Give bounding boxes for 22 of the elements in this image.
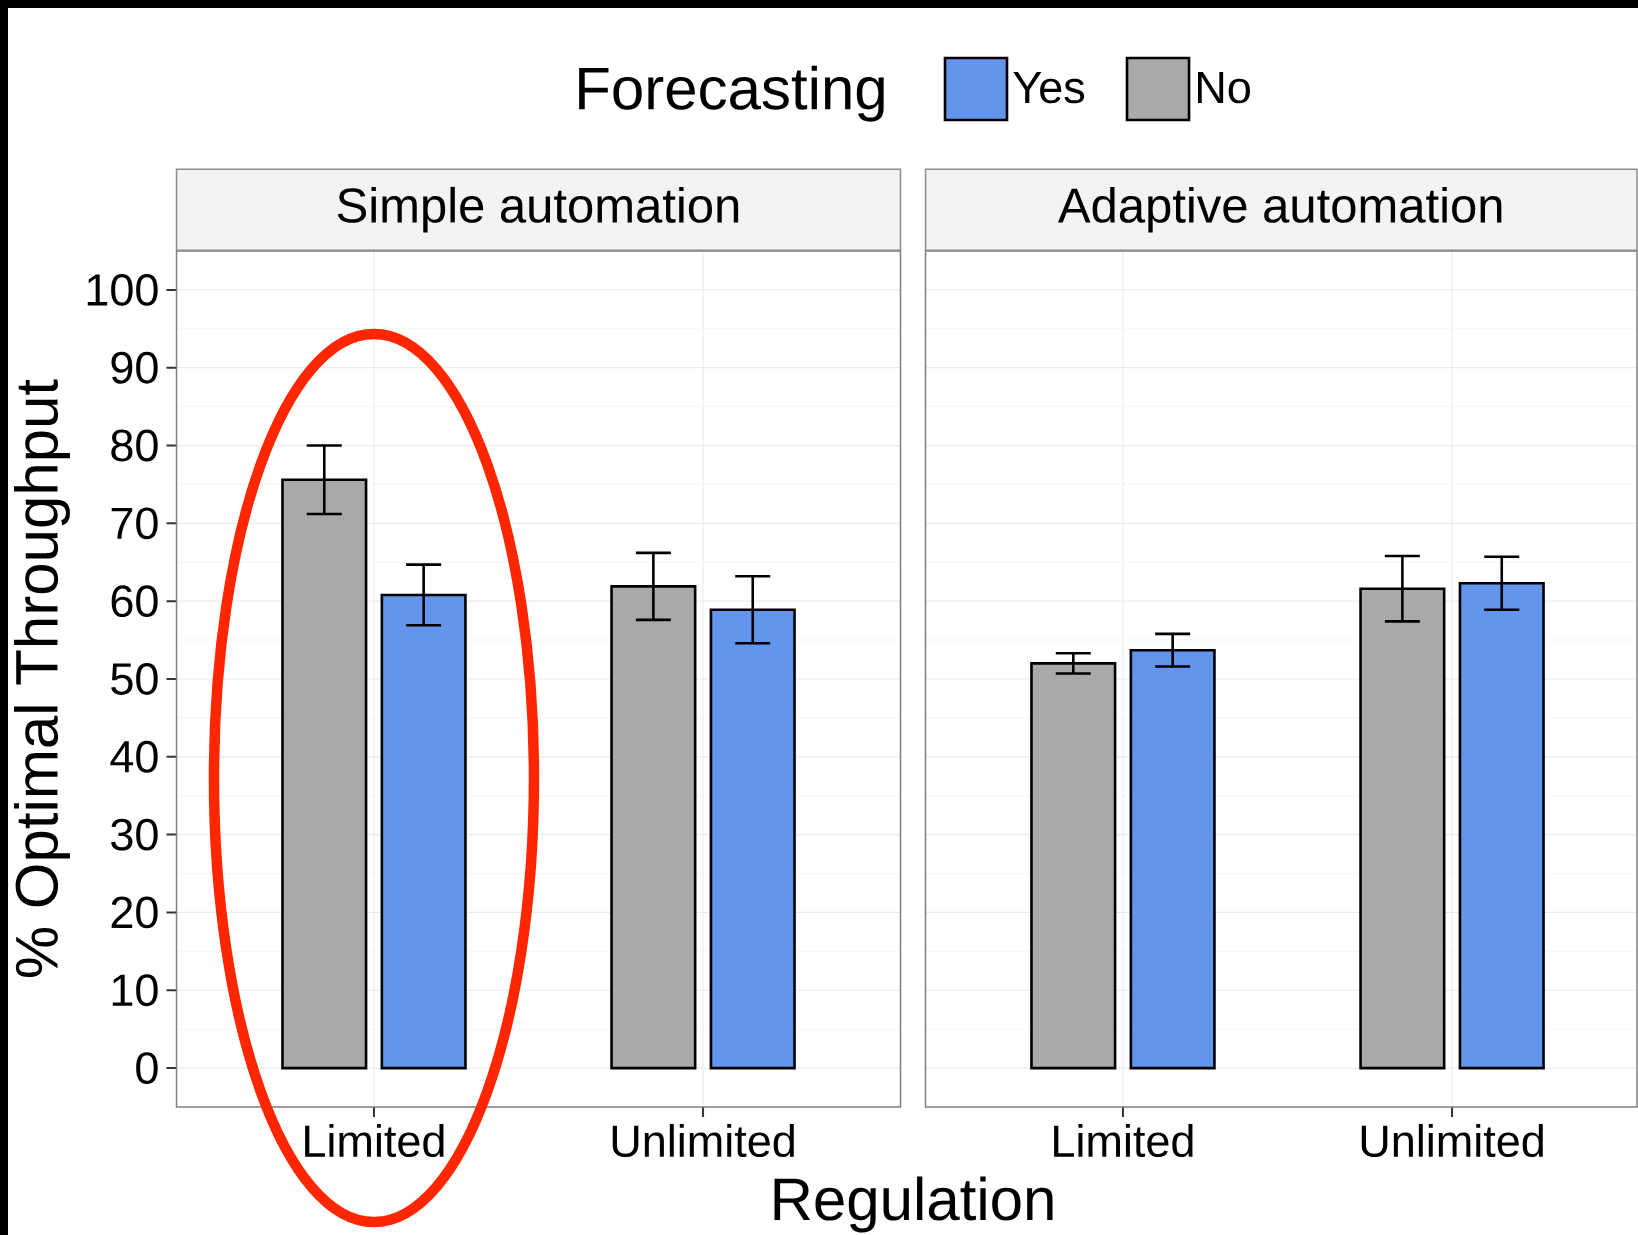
y-tick-label: 80	[111, 429, 158, 462]
y-tick-label: 20	[111, 896, 158, 929]
chart-title: Adaptive automation	[1057, 186, 1502, 233]
legend-label: Yes	[1013, 71, 1085, 104]
x-tick-label: Unlimited	[1361, 1124, 1543, 1158]
x-tick-label: Unlimited	[612, 1124, 794, 1158]
y-axis-title: % Optimal Throughput	[14, 379, 70, 977]
y-tick-label: 100	[87, 273, 158, 306]
y-tick-label: 90	[111, 351, 158, 384]
legend-title: Forecasting	[579, 65, 884, 122]
y-tick-label: 40	[110, 740, 158, 773]
y-tick-label: 70	[111, 507, 158, 540]
x-tick-label: Limited	[305, 1124, 444, 1158]
x-axis-title: Regulation	[774, 1176, 1053, 1233]
x-tick-label: Limited	[1054, 1124, 1193, 1158]
y-tick-label: 10	[112, 974, 158, 1007]
y-tick-label: 50	[111, 663, 158, 695]
y-tick-label: 60	[111, 585, 158, 618]
legend-label: No	[1198, 71, 1250, 104]
chart-title: Simple automation	[337, 186, 739, 233]
y-tick-label: 0	[136, 1052, 158, 1085]
y-tick-label: 30	[111, 818, 158, 851]
